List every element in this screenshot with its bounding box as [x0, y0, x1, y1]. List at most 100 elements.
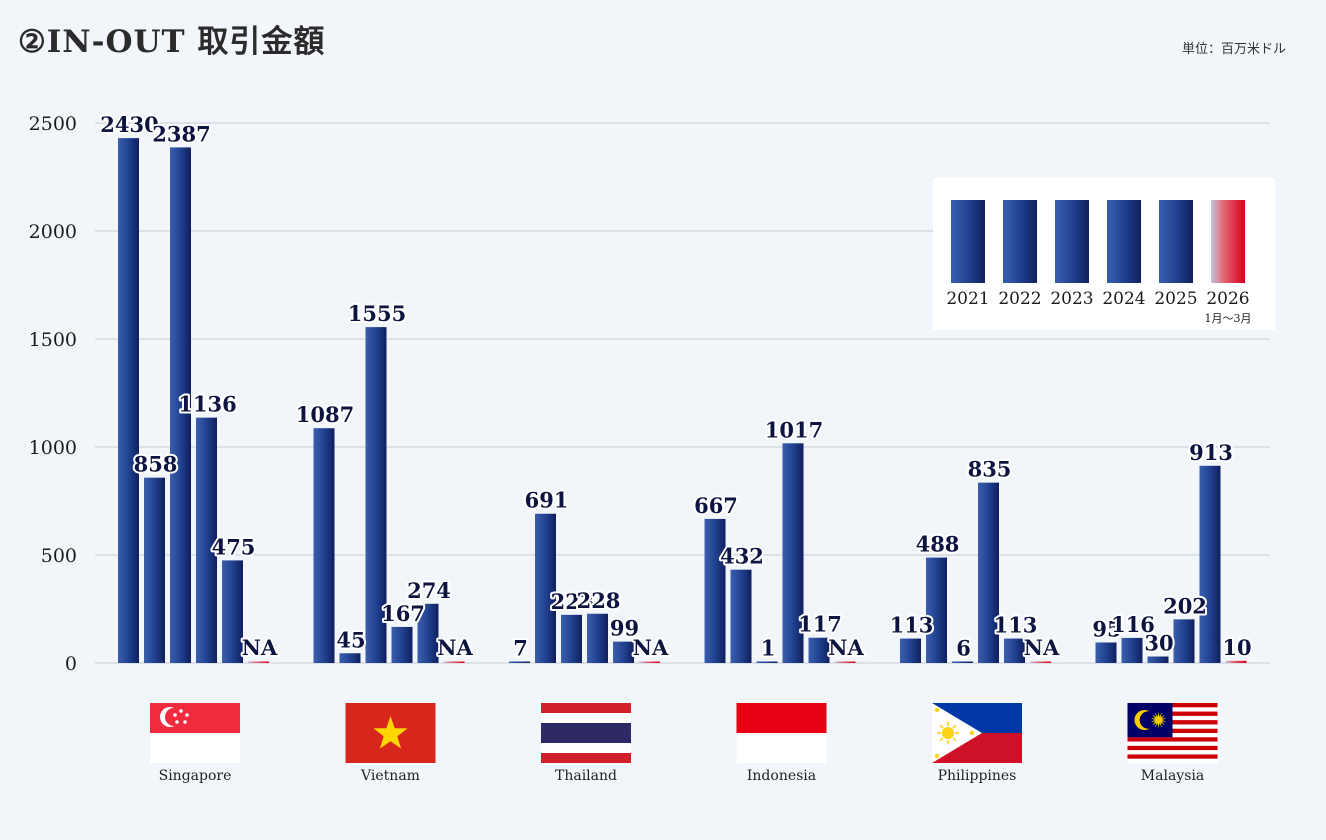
unit-label: 単位：百万米ドル	[1181, 42, 1286, 57]
legend: 2021 2022 2023 2024 2025 2026 1月〜3月	[933, 178, 1275, 330]
data-label: 6	[956, 636, 971, 661]
legend-label: 2025	[1154, 289, 1197, 309]
data-label: 1017	[765, 417, 823, 442]
country-label: Malaysia	[1141, 768, 1204, 784]
bar	[1147, 656, 1169, 663]
country-label: Singapore	[159, 768, 232, 784]
flag-stripe	[541, 713, 631, 723]
y-tick-label: 2000	[29, 221, 77, 243]
legend-note: 1月〜3月	[1205, 312, 1252, 325]
bar	[704, 518, 726, 663]
bar	[756, 661, 778, 663]
data-label: NA	[633, 635, 669, 660]
data-label: 1555	[348, 301, 406, 326]
data-label: 835	[968, 457, 1012, 482]
sun-ray	[939, 724, 944, 729]
sun-ray	[939, 737, 944, 742]
data-label: NA	[437, 635, 473, 660]
star-icon	[373, 716, 408, 749]
star	[179, 709, 183, 713]
bar	[1030, 661, 1051, 663]
flag-stripe	[1127, 741, 1218, 747]
legend-swatch	[1211, 200, 1245, 283]
bar	[1225, 660, 1247, 663]
data-label: 1087	[296, 402, 354, 427]
bar	[391, 626, 413, 663]
legend-label: 2026	[1206, 289, 1249, 309]
bar	[222, 560, 243, 663]
data-label: 228	[577, 588, 621, 613]
data-label: NA	[242, 635, 278, 660]
bar	[443, 661, 465, 663]
data-label: 202	[1163, 593, 1207, 618]
bar	[613, 641, 634, 663]
bar	[587, 613, 608, 663]
legend-swatch	[1055, 200, 1089, 283]
bar	[782, 443, 804, 663]
bar	[1095, 642, 1117, 663]
data-label: 116	[1111, 612, 1155, 637]
y-tick-label: 500	[41, 545, 77, 567]
bar	[808, 637, 830, 663]
legend-label: 2024	[1102, 289, 1145, 309]
bar	[313, 428, 335, 663]
bar	[417, 603, 439, 663]
legend-swatch	[1107, 200, 1141, 283]
star-icon	[1150, 712, 1167, 728]
legend-label: 2023	[1050, 289, 1093, 309]
data-label: 1136	[178, 392, 236, 417]
bar	[118, 138, 139, 663]
y-tick-label: 2500	[29, 113, 77, 135]
data-label: 30	[1144, 631, 1173, 656]
legend-swatch	[951, 200, 985, 283]
data-label: 7	[513, 635, 528, 660]
legend-label: 2022	[998, 289, 1041, 309]
bar	[1121, 637, 1143, 663]
bar	[730, 569, 752, 663]
data-label: 167	[381, 601, 425, 626]
data-label: 113	[994, 613, 1038, 638]
data-label: 2430	[100, 112, 158, 137]
singapore-flag-icon	[150, 703, 240, 763]
star	[969, 730, 975, 736]
data-label: 45	[336, 627, 365, 652]
legend-swatch	[1159, 200, 1193, 283]
flag-stripe	[541, 723, 631, 743]
bar	[1199, 465, 1221, 663]
crescent-cut	[1139, 711, 1158, 729]
thailand-flag-icon	[541, 703, 631, 763]
bar	[900, 638, 921, 663]
sun-ray	[952, 724, 957, 729]
bar	[639, 661, 660, 663]
flag-red-band	[736, 703, 827, 733]
y-tick-label: 1500	[29, 329, 77, 351]
flag-stripe	[1127, 737, 1218, 742]
bar	[561, 614, 582, 663]
country-flags	[150, 703, 1218, 764]
bar	[170, 147, 191, 663]
star	[175, 720, 179, 724]
bar	[926, 557, 947, 663]
data-label: 2387	[152, 121, 210, 146]
data-label: 667	[694, 493, 738, 518]
vietnam-flag-icon	[345, 703, 436, 763]
data-label: NA	[828, 635, 864, 660]
legend-swatch	[1003, 200, 1037, 283]
data-label: 1	[761, 636, 776, 661]
data-label: 99	[610, 616, 639, 641]
data-label: NA	[1024, 635, 1060, 660]
data-label: 475	[212, 534, 256, 559]
flag-white-band	[150, 733, 240, 763]
data-label: 117	[798, 612, 842, 637]
data-label: 913	[1189, 440, 1233, 465]
y-tick-label: 0	[65, 653, 77, 675]
data-label: 223	[551, 589, 595, 614]
data-label: 691	[525, 488, 569, 513]
bars	[118, 138, 1247, 663]
sun-ray	[952, 737, 957, 742]
bar	[339, 653, 361, 663]
data-label: 432	[720, 544, 764, 569]
